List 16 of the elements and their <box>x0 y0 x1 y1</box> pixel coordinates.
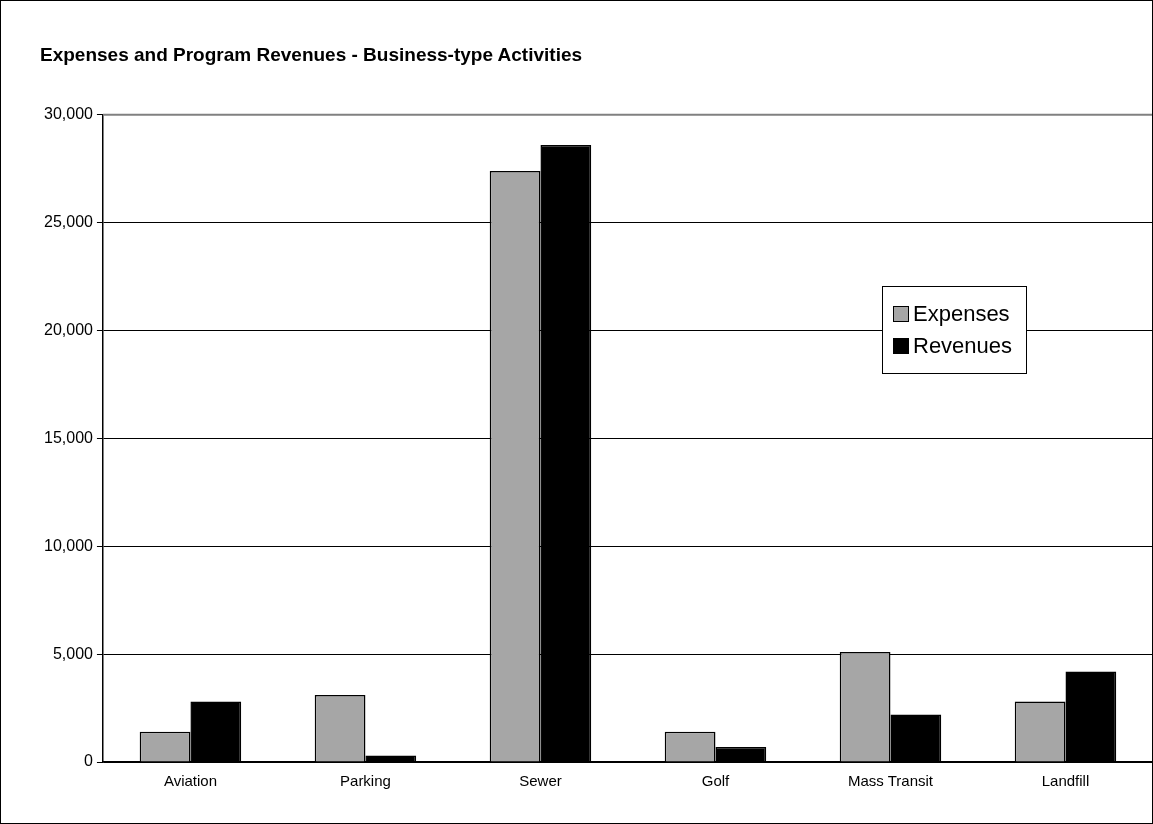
y-tick-label: 5,000 <box>52 644 94 662</box>
x-tick-label: Aviation <box>163 772 217 790</box>
x-tick-label: Parking <box>340 772 391 790</box>
x-tick-label: Sewer <box>519 772 562 790</box>
x-tick-label: Golf <box>701 772 731 790</box>
chart-title: Expenses and Program Revenues - Business-type Activities <box>40 43 583 65</box>
y-tick-label: 30,000 <box>44 105 94 123</box>
x-tick-label: Landfill <box>1041 772 1090 790</box>
y-tick-label: 15,000 <box>44 428 94 446</box>
legend-label: Revenues <box>913 333 1013 359</box>
legend-label: Expenses <box>913 301 1010 327</box>
y-tick-label: 20,000 <box>44 320 94 338</box>
y-tick-label: 25,000 <box>44 213 94 231</box>
x-tick-label: Mass Transit <box>847 772 934 790</box>
y-tick-label: 0 <box>84 752 94 770</box>
y-tick-label: 10,000 <box>44 536 94 554</box>
